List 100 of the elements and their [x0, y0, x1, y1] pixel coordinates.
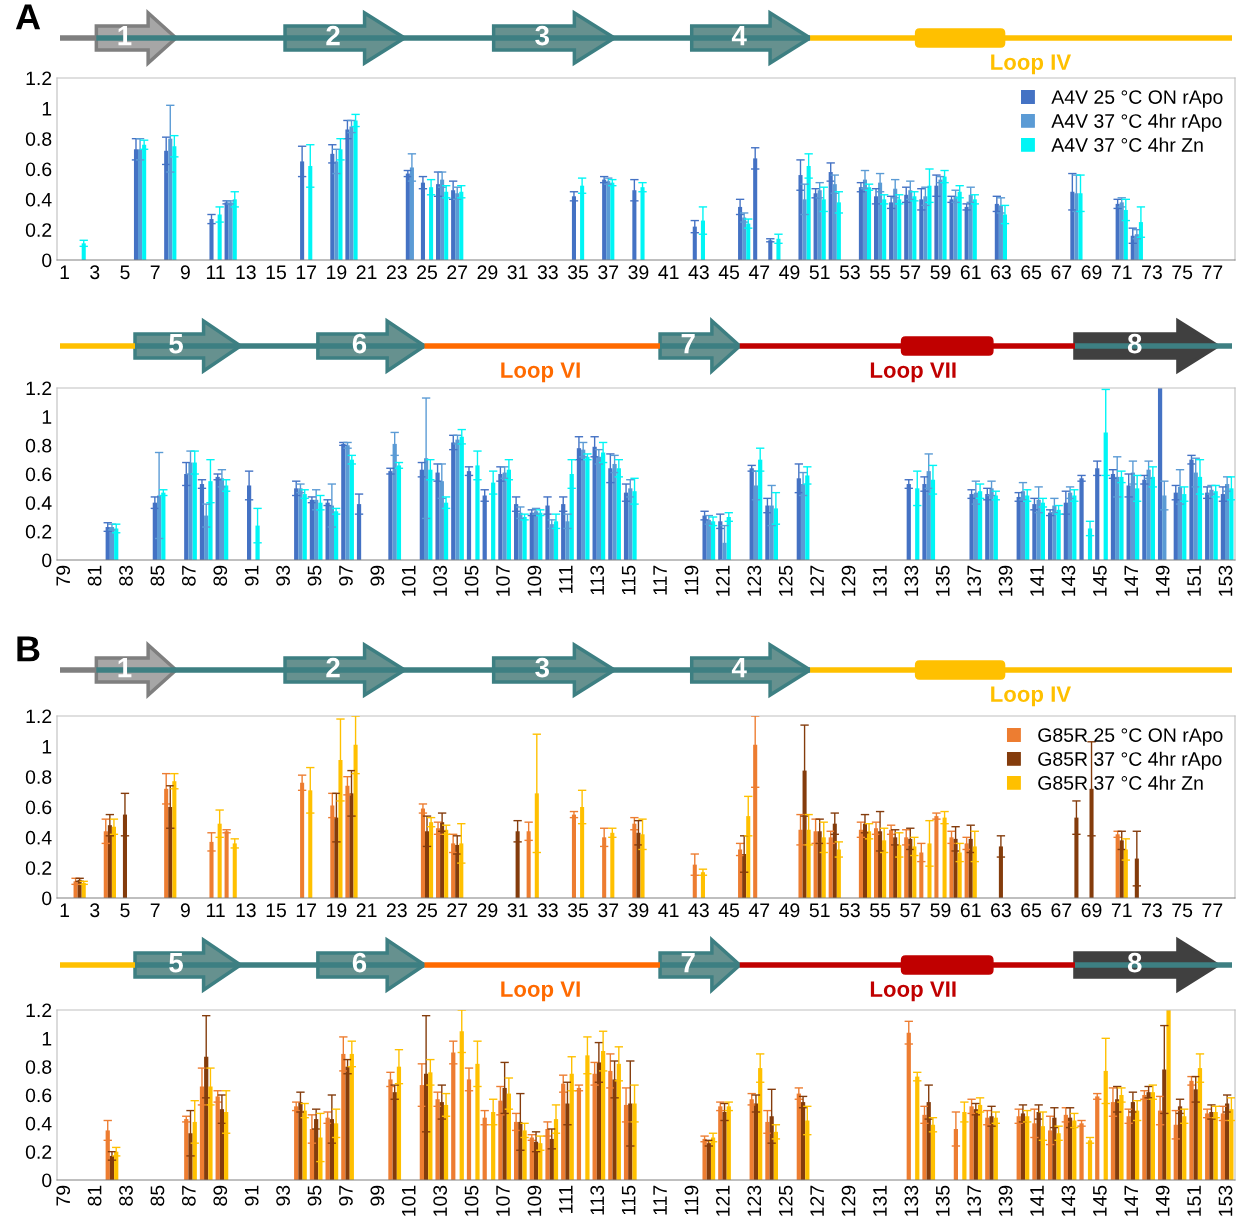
x-tick-label: 119	[684, 565, 699, 595]
x-tick-label: 93	[276, 1185, 290, 1206]
x-tick-label: 83	[119, 1185, 133, 1206]
x-tick-label: 59	[930, 903, 951, 918]
text: 2	[326, 25, 340, 46]
x-tick-label: 107	[496, 1185, 510, 1216]
y-tick-label: 0	[42, 891, 52, 906]
x-tick-label: 145	[1093, 565, 1107, 596]
x-tick-label: 127	[810, 1185, 824, 1216]
x-tick-label: 95	[307, 565, 322, 586]
x-tick-label: 51	[809, 265, 830, 280]
x-tick-label: 7	[150, 903, 160, 917]
x-tick-label: 129	[841, 1185, 856, 1216]
x-tick-label: 27	[447, 265, 468, 279]
x-tick-label: 47	[748, 265, 770, 279]
legend-label: A4V 25 °C ON rApo	[1051, 90, 1223, 108]
x-tick-label: 39	[628, 903, 649, 918]
x-tick-label: 131	[873, 1185, 887, 1216]
text: 4	[731, 658, 747, 678]
x-tick-label: 105	[464, 565, 479, 596]
y-tick-label: 0.6	[25, 800, 52, 815]
text: 6	[352, 952, 367, 973]
text: Loop VII	[870, 981, 956, 1002]
y-tick-label: 0.4	[25, 496, 52, 510]
x-tick-label: 37	[598, 903, 619, 918]
legend-label: G85R 37 °C 4hr rApo	[1038, 751, 1222, 770]
x-tick-label: 29	[477, 903, 498, 918]
text: A	[15, 4, 41, 30]
x-tick-label: 1	[60, 903, 70, 917]
x-tick-label: 79	[56, 1185, 71, 1206]
y-tick-label: 1	[42, 740, 52, 754]
y-tick-label: 0.2	[25, 861, 52, 875]
text: Loop VI	[501, 362, 580, 383]
y-tick-label: 1	[42, 410, 52, 424]
y-tick-label: 0.4	[25, 1116, 52, 1131]
y-tick-label: 0.2	[25, 524, 52, 539]
x-tick-label: 113	[590, 1185, 605, 1215]
x-tick-label: 63	[991, 265, 1011, 280]
x-tick-label: 141	[1030, 1185, 1044, 1216]
x-tick-label: 13	[236, 903, 256, 918]
x-tick-label: 5	[120, 903, 130, 918]
x-tick-label: 7	[150, 265, 160, 279]
x-tick-label: 131	[873, 565, 887, 596]
x-tick-label: 81	[87, 1185, 102, 1206]
x-tick-label: 123	[747, 1185, 762, 1216]
x-tick-label: 59	[930, 265, 951, 280]
x-tick-label: 147	[1124, 1185, 1138, 1216]
x-tick-label: 45	[718, 265, 740, 280]
legend-label: G85R 25 °C ON rApo	[1038, 728, 1223, 746]
x-tick-label: 73	[1142, 903, 1162, 918]
x-tick-label: 81	[87, 565, 102, 586]
x-tick-label: 139	[998, 565, 1013, 596]
x-tick-label: 103	[433, 565, 448, 596]
x-tick-label: 87	[181, 565, 196, 586]
x-tick-label: 67	[1051, 903, 1072, 918]
x-tick-label: 3	[90, 903, 100, 918]
x-tick-label: 97	[339, 565, 353, 586]
x-tick-label: 55	[870, 265, 891, 280]
y-tick-label: 1.2	[26, 71, 52, 86]
x-tick-label: 93	[276, 565, 290, 586]
text: Loop IV	[991, 686, 1071, 707]
x-tick-label: 69	[1081, 903, 1102, 918]
x-tick-label: 61	[960, 903, 981, 918]
legend-label: A4V 37 °C 4hr rApo	[1051, 113, 1222, 132]
y-tick-label: 0.8	[25, 770, 52, 784]
x-tick-label: 91	[244, 1185, 259, 1206]
x-tick-label: 55	[870, 903, 891, 918]
x-tick-label: 35	[567, 903, 589, 918]
x-tick-label: 109	[527, 1185, 542, 1216]
x-tick-label: 33	[537, 903, 558, 918]
y-tick-label: 0.6	[25, 162, 52, 177]
x-tick-label: 11	[206, 903, 225, 917]
x-tick-label: 63	[991, 903, 1011, 918]
x-tick-label: 135	[935, 565, 950, 596]
x-tick-label: 61	[960, 265, 981, 280]
x-tick-label: 99	[370, 565, 385, 586]
x-tick-label: 97	[339, 1185, 353, 1206]
x-tick-label: 23	[386, 265, 407, 280]
x-tick-label: 19	[327, 903, 347, 918]
x-tick-label: 49	[779, 265, 800, 280]
x-tick-label: 137	[967, 1185, 982, 1216]
x-tick-label: 17	[296, 903, 317, 917]
y-tick-label: 1	[42, 1032, 52, 1046]
x-tick-label: 69	[1081, 265, 1102, 280]
x-tick-label: 135	[935, 1185, 950, 1216]
text: 1	[118, 26, 132, 46]
x-tick-label: 91	[244, 565, 259, 586]
x-tick-label: 53	[839, 265, 860, 280]
x-tick-label: 101	[401, 1185, 416, 1216]
text: 7	[681, 953, 695, 973]
x-tick-label: 25	[417, 903, 438, 918]
x-tick-label: 31	[507, 265, 528, 280]
text: Loop IV	[991, 54, 1071, 75]
x-tick-label: 37	[598, 265, 619, 280]
x-tick-label: 15	[266, 265, 286, 280]
y-tick-label: 0	[42, 253, 52, 268]
y-tick-label: 0.2	[25, 1145, 52, 1159]
text: 7	[681, 334, 695, 354]
x-tick-label: 125	[778, 565, 793, 596]
x-tick-label: 23	[386, 903, 407, 918]
